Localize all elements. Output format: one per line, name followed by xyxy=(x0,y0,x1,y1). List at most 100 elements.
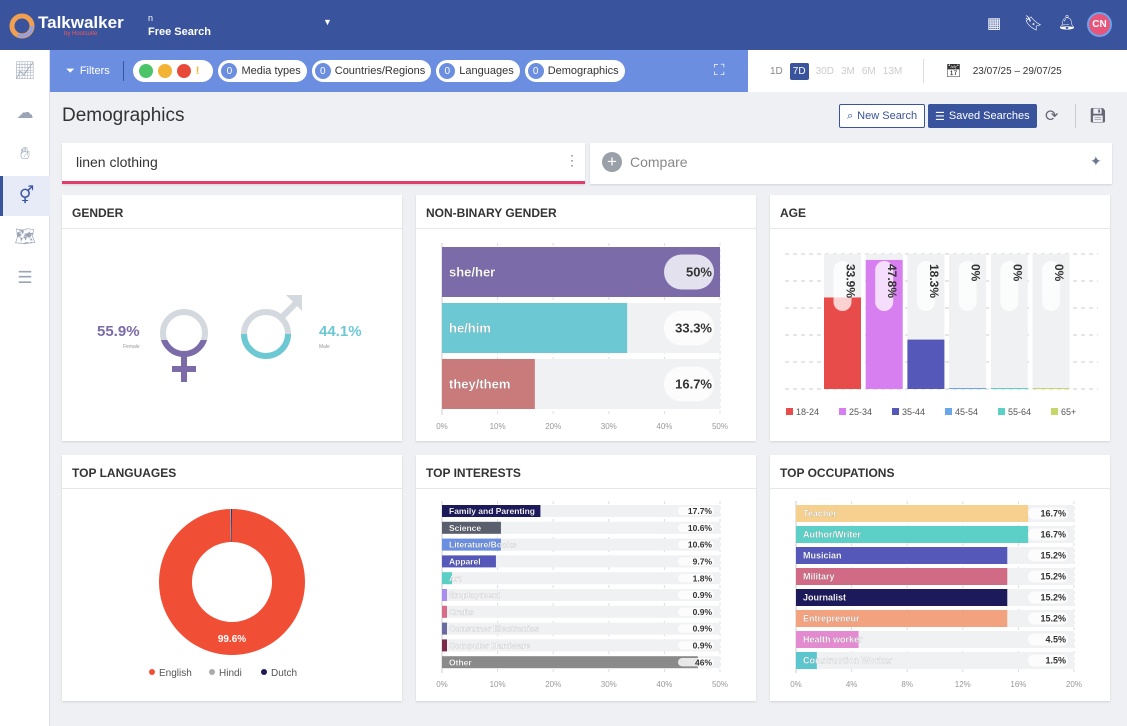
period-3m[interactable]: 3M xyxy=(840,65,855,77)
tick-label: 50% xyxy=(712,680,728,689)
sparkle-icon[interactable]: ✦ xyxy=(1090,153,1102,169)
female-label: Female xyxy=(123,344,140,350)
avatar[interactable]: CN xyxy=(1087,12,1112,37)
bar xyxy=(949,388,987,389)
plus-icon: + xyxy=(602,152,622,172)
value-pill xyxy=(1028,654,1068,667)
filter-icon[interactable]: ⏷ xyxy=(66,64,75,77)
period-13m[interactable]: 13M xyxy=(882,65,903,77)
bookmark-icon[interactable]: 🔖︎ xyxy=(1024,15,1044,32)
bar-value-label: 4.5% xyxy=(1045,635,1066,645)
sentiment-filter[interactable]: ! xyxy=(132,60,214,82)
bar-value-label: 33.9% xyxy=(844,264,858,298)
card-title: NON-BINARY GENDER xyxy=(426,206,557,220)
legend-dot xyxy=(209,669,215,675)
countries-filter[interactable]: 0 Countries/Regions xyxy=(311,60,432,82)
warning-icon: ! xyxy=(195,65,200,77)
bar xyxy=(796,589,1008,606)
count: 0 xyxy=(439,63,456,79)
bar-value-label: 0% xyxy=(1010,264,1024,282)
bar-category-label: she/her xyxy=(449,265,495,280)
bar-track xyxy=(442,555,720,568)
bar xyxy=(442,538,501,551)
bar xyxy=(796,505,1029,522)
sidebar-item-cloud[interactable]: ☁ xyxy=(0,93,50,133)
saved-searches-button[interactable]: ☰ Saved Searches xyxy=(928,104,1037,128)
value-pill xyxy=(678,624,714,633)
female-value: 55.9% xyxy=(97,323,140,340)
bar-category-label: Entrepreneur xyxy=(803,614,860,624)
nonbinary-chart: 0% 10% 20% 30% 40% 50% she/her 50% he/him 33.3% th… xyxy=(436,243,728,431)
apps-grid-icon[interactable]: ▦ xyxy=(987,15,1002,32)
more-vertical-icon[interactable]: ⋮ xyxy=(565,152,579,168)
card-title: TOP INTERESTS xyxy=(426,466,521,480)
sidebar-item-map[interactable]: 🗺︎ xyxy=(0,217,50,257)
bar-value-label: 50% xyxy=(686,265,712,280)
period-30d[interactable]: 30D xyxy=(815,65,834,77)
occupations-card: TOP OCCUPATIONS 0% 4% 8% 12% 16% 20% Teacher 16… xyxy=(770,455,1110,701)
query-tab[interactable]: linen clothing ⋮ xyxy=(62,143,585,184)
bar-category-label: Musician xyxy=(803,551,842,561)
value-pill xyxy=(664,254,714,290)
bar-category-label: Crafts xyxy=(449,607,474,617)
bar-value-label: 0.9% xyxy=(693,607,713,617)
legend-swatch xyxy=(892,408,899,415)
bar-category-label: Computer Hardware xyxy=(449,640,531,650)
age-chart: 33.9% 18-24 47.8% 25-34 18.3% 35-44 0% 45-54 0% 5… xyxy=(785,253,1098,417)
sidebar-item-emotions[interactable]: ✋︎ xyxy=(0,134,50,174)
sidebar-item-demographics[interactable]: ⚥ xyxy=(0,176,50,216)
search-icon: ⌕ xyxy=(847,109,854,122)
date-range[interactable]: 23/07/25 – 29/07/25 xyxy=(972,65,1062,77)
sidebar-item-conversations[interactable]: ☰ xyxy=(0,258,50,298)
card-title: AGE xyxy=(780,206,807,220)
value-pill xyxy=(1042,261,1060,311)
period-6m[interactable]: 6M xyxy=(861,65,876,77)
bar-value-label: 16.7% xyxy=(1040,530,1066,540)
demographics-filter[interactable]: 0 Demographics xyxy=(524,60,625,82)
bar xyxy=(442,555,496,568)
interests-card: TOP INTERESTS 0% 10% 20% 30% 40% 50% Family an… xyxy=(416,455,756,701)
bar-track xyxy=(442,605,720,618)
bar xyxy=(442,622,448,635)
query-name: linen clothing xyxy=(76,154,158,170)
bar xyxy=(796,631,859,648)
value-pill xyxy=(678,574,714,583)
bar-category-label: Consumer Electronics xyxy=(449,624,539,634)
tick-label: 30% xyxy=(601,422,617,431)
card-title: TOP OCCUPATIONS xyxy=(780,466,895,480)
tick-label: 30% xyxy=(601,680,617,689)
tick-label: 20% xyxy=(545,680,561,689)
bar xyxy=(442,505,541,517)
languages-filter[interactable]: 0 Languages xyxy=(436,60,520,82)
value-pill xyxy=(1028,507,1068,520)
media-types-filter[interactable]: 0 Media types xyxy=(218,60,307,82)
tick-label: 20% xyxy=(1066,680,1082,689)
bell-icon[interactable]: 🔔︎ xyxy=(1058,14,1076,30)
chip-label: Demographics xyxy=(547,65,619,77)
bar-value-label: 15.2% xyxy=(1040,551,1066,561)
period-7d[interactable]: 7D xyxy=(789,62,809,80)
value-pill xyxy=(678,658,714,667)
tick-label: 0% xyxy=(436,422,448,431)
bar xyxy=(442,303,628,353)
refresh-icon[interactable]: ⟳ xyxy=(1045,108,1059,125)
save-icon[interactable]: 💾︎ xyxy=(1089,107,1107,123)
sidebar-item-trend[interactable]: 📈︎ xyxy=(0,51,50,91)
compare-tab[interactable]: + Compare ✦ xyxy=(590,143,1112,184)
chevron-down-icon[interactable]: ▼ xyxy=(323,17,332,27)
filters-button[interactable]: Filters xyxy=(79,65,110,77)
project-selector[interactable]: Free Search xyxy=(148,26,211,38)
positive-face-icon xyxy=(138,64,153,78)
card-title: GENDER xyxy=(72,206,124,220)
calendar-icon[interactable]: 📅︎ xyxy=(945,63,962,78)
fullscreen-icon[interactable]: ⛶ xyxy=(714,62,725,79)
period-1d[interactable]: 1D xyxy=(770,65,783,77)
bar-category-label: Author/Writer xyxy=(803,530,861,540)
list-chat-icon: ☰ xyxy=(17,268,33,287)
bar xyxy=(796,652,817,669)
bar-category-label: Other xyxy=(449,657,472,667)
bar-value-label: 0% xyxy=(1052,264,1066,282)
new-search-button[interactable]: ⌕ New Search xyxy=(839,104,926,128)
sidebar: 📈︎ ☁ ✋︎ ⚥ 🗺︎ ☰ xyxy=(0,50,50,726)
bar-category-label: Family and Parenting xyxy=(449,506,535,516)
